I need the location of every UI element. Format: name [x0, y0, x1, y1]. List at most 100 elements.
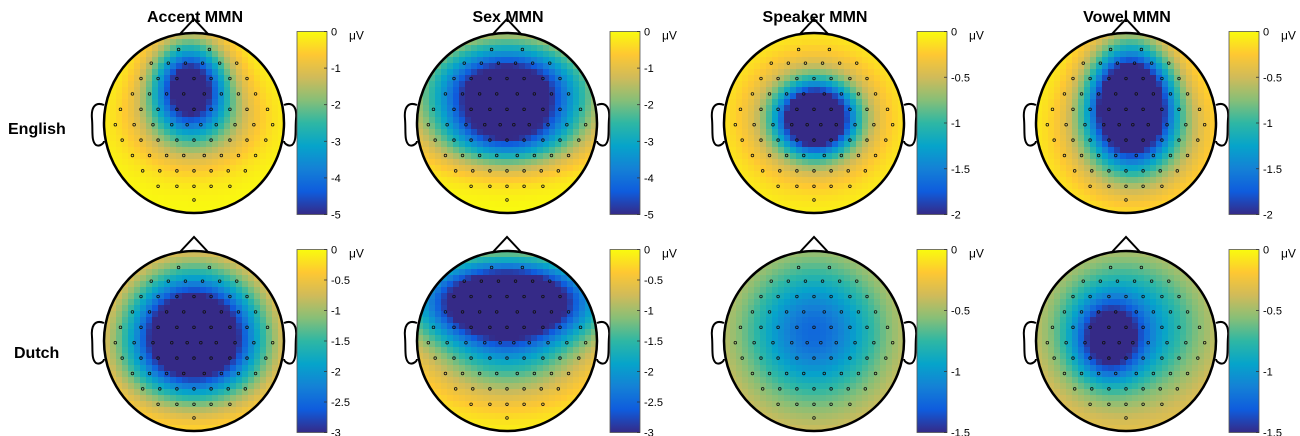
heatmap-cell — [435, 129, 442, 136]
heatmap-cell — [435, 269, 442, 276]
electrode-marker — [802, 153, 806, 158]
heatmap-cell — [1138, 33, 1145, 40]
electrode-marker — [228, 325, 232, 330]
heatmap-cell — [182, 105, 189, 112]
electrode-marker — [164, 92, 169, 96]
heatmap-cell — [549, 359, 556, 366]
heatmap-cell — [224, 201, 231, 208]
heatmap-cell — [170, 389, 177, 396]
heatmap-cell — [531, 57, 538, 64]
heatmap-cell — [266, 177, 273, 184]
heatmap-cell — [1114, 57, 1121, 64]
electrode-marker — [873, 92, 878, 96]
heatmap-cell — [561, 183, 568, 190]
heatmap-cell — [808, 93, 815, 100]
electrode-marker — [532, 92, 537, 96]
heatmap-cell — [1066, 81, 1073, 88]
heatmap-cell — [537, 165, 544, 172]
electrode-marker — [522, 138, 526, 142]
heatmap-cell — [573, 329, 580, 336]
heatmap-cell — [1126, 57, 1133, 64]
heatmap-cell — [736, 129, 743, 136]
heatmap-cell — [194, 401, 201, 408]
heatmap-cell — [110, 87, 117, 94]
heatmap-cell — [796, 69, 803, 76]
heatmap-cell — [278, 129, 284, 136]
heatmap-cell — [501, 183, 508, 190]
electrode-marker — [513, 61, 518, 65]
heatmap-cell — [453, 269, 460, 276]
heatmap-cell — [838, 57, 845, 64]
heatmap-cell — [266, 105, 273, 112]
heatmap-cell — [1132, 147, 1139, 154]
heatmap-cell — [435, 323, 442, 330]
heatmap-cell — [206, 299, 213, 306]
heatmap-cell — [778, 39, 785, 46]
heatmap-cell — [218, 263, 225, 270]
heatmap-cell — [892, 111, 899, 118]
heatmap-cell — [194, 359, 201, 366]
heatmap-cell — [495, 129, 502, 136]
heatmap-cell — [1114, 63, 1121, 70]
heatmap-cell — [513, 93, 520, 100]
heatmap-cell — [206, 123, 213, 130]
heatmap-cell — [477, 347, 484, 354]
heatmap-cell — [441, 147, 448, 154]
heatmap-cell — [796, 195, 803, 202]
heatmap-cell — [104, 105, 111, 112]
heatmap-cell — [742, 135, 749, 142]
heatmap-cell — [483, 63, 490, 70]
heatmap-cell — [1150, 123, 1157, 130]
heatmap-cell — [796, 189, 803, 196]
heatmap-cell — [742, 117, 749, 124]
heatmap-cell — [471, 299, 478, 306]
heatmap-cell — [1168, 207, 1175, 213]
heatmap-cell — [1078, 63, 1085, 70]
heatmap-cell — [537, 341, 544, 348]
heatmap-cell — [844, 105, 851, 112]
electrode-marker — [522, 184, 526, 188]
heatmap-cell — [140, 39, 147, 46]
heatmap-cell — [116, 57, 123, 64]
heatmap-cell — [754, 159, 761, 166]
heatmap-cell — [230, 63, 237, 70]
heatmap-cell — [417, 293, 424, 300]
heatmap-cell — [802, 75, 809, 82]
heatmap-cell — [1180, 63, 1187, 70]
heatmap-cell — [543, 141, 550, 148]
heatmap-cell — [146, 275, 153, 282]
heatmap-cell — [814, 117, 821, 124]
heatmap-cell — [465, 75, 472, 82]
heatmap-cell — [158, 69, 165, 76]
electrode-marker — [252, 341, 256, 345]
heatmap-cell — [513, 99, 520, 106]
heatmap-cell — [429, 123, 436, 130]
heatmap-cell — [850, 177, 857, 184]
heatmap-cell — [519, 287, 526, 294]
heatmap-cell — [826, 171, 833, 178]
heatmap-cell — [1090, 117, 1097, 124]
heatmap-cell — [206, 159, 213, 166]
heatmap-cell — [423, 117, 430, 124]
heatmap-cell — [808, 165, 815, 172]
heatmap-cell — [1084, 87, 1091, 94]
heatmap-cell — [573, 287, 580, 294]
electrode-marker — [132, 123, 136, 127]
electrode-marker — [1062, 92, 1067, 96]
heatmap-cell — [417, 123, 424, 130]
heatmap-cell — [242, 287, 249, 294]
heatmap-cell — [862, 201, 869, 208]
heatmap-cell — [230, 93, 237, 100]
heatmap-cell — [778, 147, 785, 154]
heatmap-cell — [230, 395, 237, 402]
heatmap-cell — [868, 141, 875, 148]
electrode-marker — [207, 47, 212, 52]
heatmap-cell — [1066, 147, 1073, 154]
heatmap-cell — [471, 99, 478, 106]
heatmap-cell — [122, 347, 129, 354]
heatmap-cell — [543, 177, 550, 184]
heatmap-cell — [766, 183, 773, 190]
heatmap-cell — [531, 165, 538, 172]
heatmap-cell — [501, 171, 508, 178]
heatmap-cell — [489, 123, 496, 130]
